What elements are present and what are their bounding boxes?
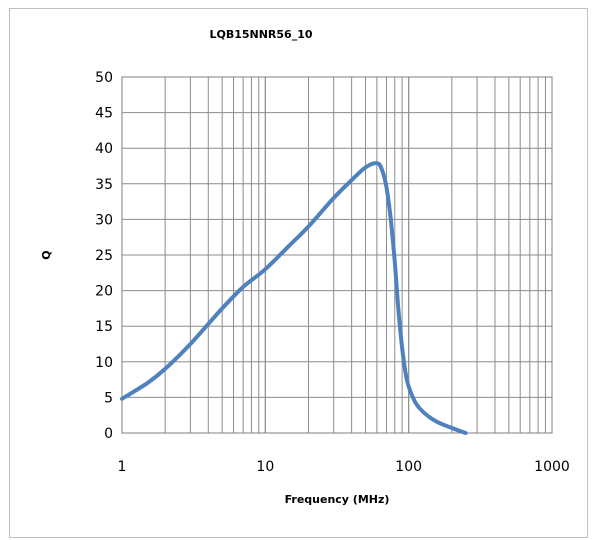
y-axis-ticks: 0 5 10 15 20 25 30 35 40 45 50: [95, 70, 113, 442]
y-tick-label: 20: [95, 284, 113, 300]
q-frequency-chart: LQB15NNR56_10 0 5 10 15 20 25 30 35 40 45 50 1 10 10…: [40, 28, 570, 506]
y-tick-label: 40: [95, 141, 113, 157]
chart-title: LQB15NNR56_10: [209, 28, 312, 41]
y-tick-label: 10: [95, 355, 113, 371]
y-tick-label: 50: [95, 70, 113, 86]
q-curve: [120, 161, 468, 435]
y-tick-label: 25: [95, 248, 113, 264]
y-tick-label: 45: [95, 106, 113, 122]
y-tick-label: 0: [104, 426, 113, 442]
y-tick-label: 15: [95, 319, 113, 335]
x-tick-label: 1: [118, 459, 127, 475]
y-tick-label: 5: [104, 390, 113, 406]
y-tick-label: 35: [95, 177, 113, 193]
y-tick-label: 30: [95, 212, 113, 228]
x-tick-label: 10: [256, 459, 274, 475]
grid-lines: [121, 76, 553, 434]
x-axis-ticks: 1 10 100 1000: [118, 459, 570, 475]
chart-frame: LQB15NNR56_10 0 5 10 15 20 25 30 35 40 45 50 1 10 10…: [9, 8, 588, 538]
x-tick-label: 1000: [534, 459, 570, 475]
x-tick-label: 100: [395, 459, 422, 475]
y-axis-label: Q: [40, 250, 53, 259]
plot-area: [121, 76, 553, 434]
x-axis-label: Frequency (MHz): [285, 493, 390, 506]
